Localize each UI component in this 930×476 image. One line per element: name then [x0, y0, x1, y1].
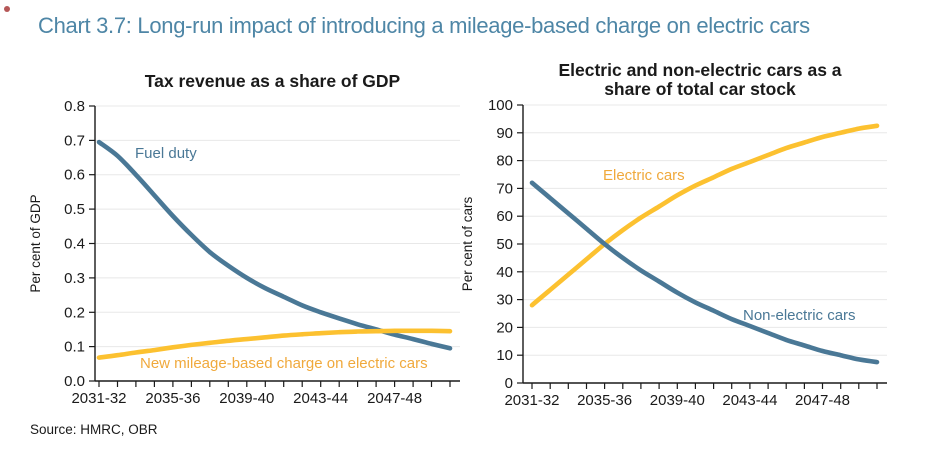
new-mileage-based-charge-on-electric-cars-line — [96, 328, 453, 360]
x-tick-label: 2047-48 — [795, 392, 850, 409]
y-tick-label: 70 — [496, 180, 513, 197]
y-tick-label: 60 — [496, 208, 513, 225]
tax-revenue-chart-canvas: 0.0 0.1 0.2 0.3 0.4 0.5 0.6 0.7 0.8 2031-32 2035-3… — [28, 98, 460, 407]
y-tick-label: 0.5 — [64, 201, 85, 218]
y-tick-label: 50 — [496, 236, 513, 253]
y-axis-label: Per cent of cars — [460, 196, 475, 291]
new-mileage-based-charge-on-electric-cars-label: New mileage-based charge on electric car… — [140, 355, 428, 372]
x-tick-label: 2035-36 — [577, 392, 632, 409]
y-tick-label: 0.8 — [64, 98, 85, 115]
x-tick-label: 2031-32 — [71, 390, 126, 407]
x-tick-label: 2039-40 — [219, 390, 274, 407]
tax-revenue-chart: 0.0 0.1 0.2 0.3 0.4 0.5 0.6 0.7 0.8 2031-32 2035-3… — [22, 56, 462, 422]
fuel-duty-line — [96, 139, 453, 351]
source-note: Source: HMRC, OBR — [30, 422, 158, 437]
x-tick-label: 2043-44 — [293, 390, 348, 407]
tax-revenue-chart-title: Tax revenue as a share of GDP — [144, 71, 401, 91]
x-tick-label: 2047-48 — [367, 390, 422, 407]
x-tick-label: 2043-44 — [722, 392, 777, 409]
fuel-duty-label: Fuel duty — [135, 145, 197, 162]
y-tick-label: 80 — [496, 153, 513, 170]
y-tick-label: 0.6 — [64, 167, 85, 184]
car-stock-chart-title-line1: Electric and non-electric cars as a — [558, 60, 842, 80]
y-tick-label: 0.2 — [64, 304, 85, 321]
y-tick-label: 10 — [496, 347, 513, 364]
y-tick-label: 20 — [496, 319, 513, 336]
non-electric-cars-line — [529, 180, 880, 365]
y-tick-label: 0.4 — [64, 236, 85, 253]
non-electric-cars-label: Non-electric cars — [743, 307, 856, 324]
x-tick-label: 2035-36 — [145, 390, 200, 407]
car-stock-chart: 0 10 20 30 40 50 60 70 80 90 100 2031-32 2035-36 2039… — [458, 56, 928, 422]
electric-cars-line — [529, 123, 880, 308]
y-tick-label: 90 — [496, 125, 513, 142]
x-tick-label: 2031-32 — [504, 392, 559, 409]
y-axis-label: Per cent of GDP — [28, 194, 43, 292]
y-tick-label: 0.3 — [64, 270, 85, 287]
y-tick-label: 100 — [488, 97, 513, 114]
y-tick-label: 40 — [496, 264, 513, 281]
y-tick-label: 0.7 — [64, 132, 85, 149]
y-tick-label: 0.1 — [64, 339, 85, 356]
page-title: Chart 3.7: Long-run impact of introducin… — [38, 13, 810, 38]
y-tick-label: 0 — [505, 375, 513, 392]
car-stock-chart-canvas: 0 10 20 30 40 50 60 70 80 90 100 2031-32 2035-36 2039… — [460, 97, 887, 409]
y-tick-label: 30 — [496, 292, 513, 309]
x-tick-label: 2039-40 — [650, 392, 705, 409]
car-stock-chart-title-line2: share of total car stock — [604, 79, 796, 99]
red-dot-marker — [4, 6, 10, 12]
electric-cars-label: Electric cars — [603, 167, 685, 184]
y-tick-label: 0.0 — [64, 373, 85, 390]
car-stock-chart-title: Electric and non-electric cars as a shar… — [513, 61, 887, 99]
